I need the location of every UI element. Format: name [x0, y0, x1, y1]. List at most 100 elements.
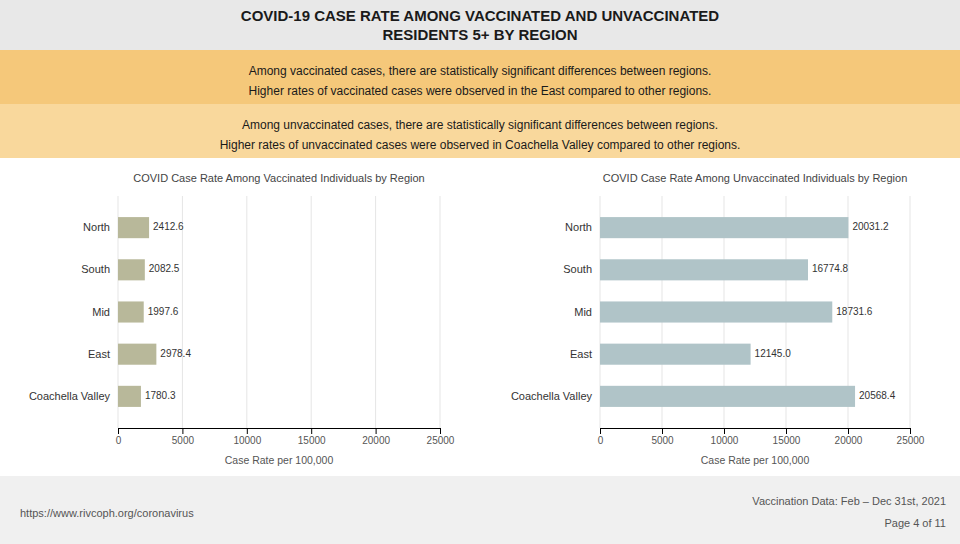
tick-label: 10000 — [711, 435, 739, 446]
banner-text: Higher rates of vaccinated cases were ob… — [249, 84, 712, 98]
banner-band — [0, 50, 960, 104]
data-label: 18731.6 — [836, 306, 873, 317]
data-label: 20568.4 — [859, 390, 896, 401]
banner-text: Among unvaccinated cases, there are stat… — [242, 118, 718, 132]
tick-label: 25000 — [427, 435, 455, 446]
axis-line — [601, 429, 911, 435]
y-tick: Coachella Valley — [29, 390, 111, 402]
y-axis: Coachella Valley East Mid South North — [511, 221, 593, 402]
x-tick: 25000 — [897, 428, 925, 446]
footer-text: https://www.rivcoph.org/coronavirus — [20, 507, 194, 519]
data-label: 16774.8 — [812, 263, 849, 274]
tick-label: 15000 — [773, 435, 801, 446]
tick-label: South — [563, 263, 592, 275]
x-tick: 10000 — [711, 428, 739, 446]
chart-panel: 0 5000 10000 15000 20000 25000 Coachella Valle… — [29, 172, 455, 466]
x-tick: 10000 — [233, 428, 261, 446]
y-axis: Coachella Valley East Mid South North — [29, 221, 111, 402]
footer-band — [0, 476, 960, 544]
bar — [600, 217, 848, 238]
chart-band — [0, 158, 960, 476]
x-tick: 5000 — [172, 428, 195, 446]
data-label: 2978.4 — [160, 348, 191, 359]
tick-label: East — [570, 348, 592, 360]
tick-mark — [786, 428, 787, 434]
tick-label: Coachella Valley — [29, 390, 111, 402]
data-label: 2082.5 — [149, 263, 180, 274]
axis-title: Case Rate per 100,000 — [225, 454, 334, 466]
bar — [118, 386, 141, 407]
tick-label: East — [88, 348, 110, 360]
bar — [600, 259, 808, 280]
banner-band — [0, 104, 960, 158]
data-labels: 1780.32978.41997.62082.52412.6 — [145, 221, 191, 401]
tick-label: 5000 — [651, 435, 674, 446]
tick-label: 25000 — [897, 435, 925, 446]
tick-label: 0 — [116, 435, 122, 446]
footer-text: Vaccination Data: Feb – Dec 31st, 2021 — [752, 495, 946, 507]
tick-mark — [118, 428, 119, 434]
x-tick: 0 — [116, 428, 122, 446]
tick-mark — [182, 428, 183, 434]
x-tick: 20000 — [835, 428, 863, 446]
bars — [600, 217, 855, 407]
tick-label: 10000 — [233, 435, 261, 446]
bar — [118, 217, 149, 238]
x-axis: 0 5000 10000 15000 20000 25000 — [116, 428, 455, 446]
data-label: 1997.6 — [148, 306, 179, 317]
y-tick: South — [81, 263, 110, 275]
tick-label: Mid — [92, 306, 110, 318]
tick-mark — [848, 428, 849, 434]
tick-mark — [662, 428, 663, 434]
chart-title: COVID Case Rate Among Unvaccinated Indiv… — [603, 172, 908, 184]
title-band — [0, 0, 960, 50]
bar — [600, 386, 855, 407]
bar — [600, 301, 832, 322]
x-tick: 15000 — [773, 428, 801, 446]
grid-line — [375, 196, 376, 428]
chart-title: COVID Case Rate Among Vaccinated Individ… — [133, 172, 424, 184]
tick-label: North — [565, 221, 592, 233]
tick-mark — [440, 428, 441, 434]
y-tick: East — [570, 348, 592, 360]
axis-title: Case Rate per 100,000 — [701, 454, 810, 466]
bar — [118, 301, 144, 322]
grid-line — [311, 196, 312, 428]
y-tick: North — [565, 221, 592, 233]
tick-label: Mid — [574, 306, 592, 318]
grid-line — [440, 196, 441, 428]
data-label: 20031.2 — [852, 221, 889, 232]
tick-label: Coachella Valley — [511, 390, 593, 402]
grid — [118, 196, 440, 428]
data-labels: 20568.4 12145.0 18731.6 16774.8 20031.2 — [755, 221, 896, 401]
page: COVID-19 CASE RATE AMONG VACCINATED AND … — [0, 0, 960, 544]
banner-text: Higher rates of unvaccinated cases were … — [220, 138, 741, 152]
x-tick: 5000 — [651, 428, 674, 446]
page-title: COVID-19 CASE RATE AMONG VACCINATED AND … — [241, 7, 720, 43]
x-tick: 25000 — [427, 428, 455, 446]
y-tick: East — [88, 348, 110, 360]
grid — [600, 196, 910, 428]
chart-panel: 0 5000 10000 15000 20000 25000 Coachella Valle… — [511, 172, 925, 466]
data-label: 2412.6 — [153, 221, 184, 232]
axis-line — [119, 429, 441, 435]
tick-label: 5000 — [172, 435, 195, 446]
y-tick: Mid — [92, 306, 110, 318]
footer-text: Page 4 of 11 — [884, 517, 946, 529]
x-axis: 0 5000 10000 15000 20000 25000 — [598, 428, 925, 446]
tick-mark — [600, 428, 601, 434]
grid-line — [910, 196, 911, 428]
bar — [600, 344, 751, 365]
tick-label: 15000 — [298, 435, 326, 446]
data-label: 12145.0 — [755, 348, 792, 359]
x-tick: 20000 — [362, 428, 390, 446]
banner-text: Among vaccinated cases, there are statis… — [249, 64, 712, 78]
tick-mark — [247, 428, 248, 434]
y-tick: South — [563, 263, 592, 275]
y-tick: North — [83, 221, 110, 233]
y-tick: Coachella Valley — [511, 390, 593, 402]
tick-mark — [311, 428, 312, 434]
y-tick: Mid — [574, 306, 592, 318]
tick-label: 0 — [598, 435, 604, 446]
tick-label: South — [81, 263, 110, 275]
